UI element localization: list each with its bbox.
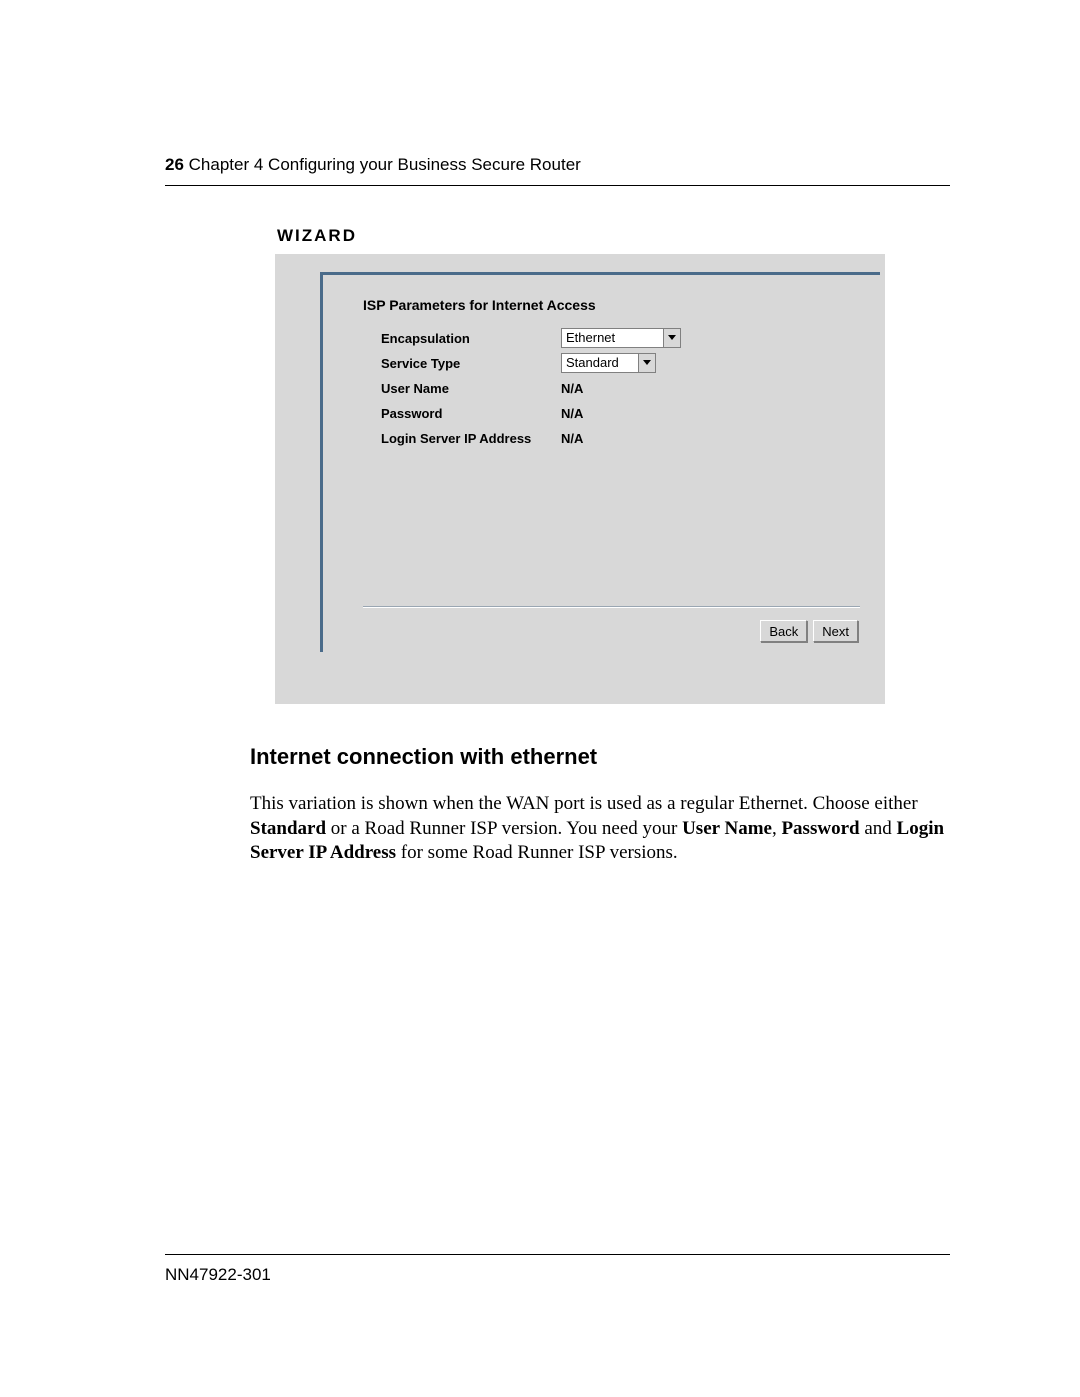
row-user-name: User Name N/A [381,377,880,399]
footer-doc-id: NN47922-301 [165,1265,271,1285]
row-service-type: Service Type Standard [381,352,880,374]
wizard-section-title: ISP Parameters for Internet Access [363,297,880,313]
select-service-type-value: Standard [562,354,638,372]
select-service-type[interactable]: Standard [561,353,656,373]
footer-rule [165,1254,950,1255]
section-heading: Internet connection with ethernet [250,744,950,770]
row-encapsulation: Encapsulation Ethernet [381,327,880,349]
select-encapsulation-value: Ethernet [562,329,663,347]
body-paragraph: This variation is shown when the WAN por… [250,792,950,866]
para-text: and [860,818,897,839]
dropdown-icon [663,329,680,347]
para-text: This variation is shown when the WAN por… [250,793,918,814]
label-encapsulation: Encapsulation [381,331,561,346]
row-login-server: Login Server IP Address N/A [381,427,880,449]
back-button[interactable]: Back [760,620,807,642]
para-bold-password: Password [781,818,859,839]
wizard-title: WIZARD [277,226,885,246]
value-login-server: N/A [561,431,583,446]
label-password: Password [381,406,561,421]
label-user-name: User Name [381,381,561,396]
wizard-figure: WIZARD ISP Parameters for Internet Acces… [275,226,885,704]
para-text: or a Road Runner ISP version. You need y… [326,818,682,839]
select-encapsulation[interactable]: Ethernet [561,328,681,348]
page: 26 Chapter 4 Configuring your Business S… [0,0,1080,1397]
value-user-name: N/A [561,381,583,396]
wizard-inner: ISP Parameters for Internet Access Encap… [320,272,880,652]
dropdown-icon [638,354,655,372]
para-text: for some Road Runner ISP versions. [396,842,678,863]
para-bold-standard: Standard [250,818,326,839]
page-number: 26 [165,155,184,174]
label-login-server: Login Server IP Address [381,431,561,446]
wizard-divider [363,606,860,608]
wizard-button-bar: Back Next [760,620,858,642]
next-button[interactable]: Next [813,620,858,642]
label-service-type: Service Type [381,356,561,371]
row-password: Password N/A [381,402,880,424]
para-bold-username: User Name [682,818,772,839]
value-password: N/A [561,406,583,421]
running-header: 26 Chapter 4 Configuring your Business S… [165,155,950,186]
chapter-title: Chapter 4 Configuring your Business Secu… [189,155,581,174]
wizard-panel: ISP Parameters for Internet Access Encap… [275,254,885,704]
